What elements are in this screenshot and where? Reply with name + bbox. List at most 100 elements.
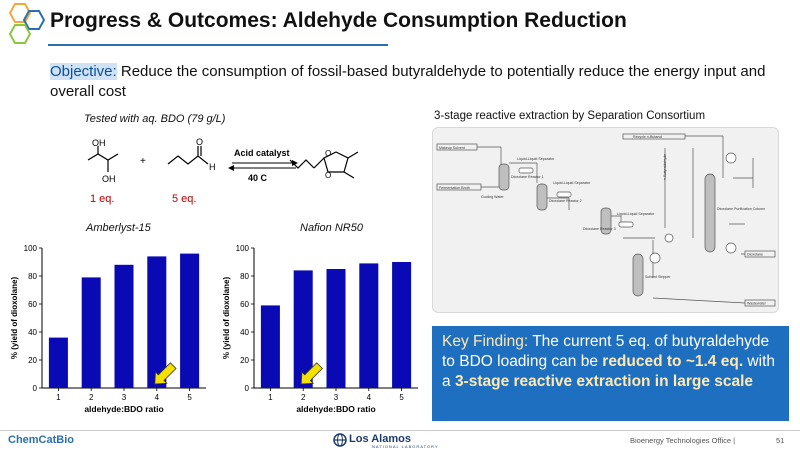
bar [293,270,313,388]
y-tick-label: 40 [28,328,37,337]
recycle-box [622,133,686,140]
reactor-1-vessel [498,163,510,191]
y-tick-label: 100 [24,244,38,253]
title-underline [48,44,388,46]
bdo-oh-top: OH [92,138,106,148]
x-tick-label: 5 [187,393,192,402]
bar [326,269,346,388]
process-flow-diagram: Makeup Solvent Fermentation Broth Recycl… [432,127,779,313]
y-tick-label: 60 [240,300,249,309]
label-llsep3: Liquid-Liquid Separator [617,212,655,216]
objective-label: Objective: [50,63,117,80]
product-o2: O [325,171,331,180]
key-finding-text-1: The current 5 eq. of butyraldehyde to BD… [442,333,770,370]
y-tick-label: 20 [240,356,249,365]
separator-3 [618,221,634,228]
bar [392,262,412,388]
x-axis-label: aldehyde:BDO ratio [84,404,163,414]
los-alamos-subtitle: NATIONAL LABORATORY [372,444,439,449]
bar [359,263,379,388]
bdo-equivalents: 1 eq. [90,193,114,205]
chart-amberlyst: 0 20 40 60 80 100 1 2 3 4 5 aldehyde:BDO ratio % (yi… [10,244,206,414]
separator-2 [556,191,572,198]
label-reactor3: Dioxolane Reactor 3 [583,227,616,231]
office-label: Bioenergy Technologies Office | [630,436,736,445]
reaction-scheme: OH OH + O H Acid catalyst 40 C O O 1 eq.… [87,137,359,205]
label-cooling: Cooling Water [481,195,504,199]
y-axis-label: % (yield of dioxolane) [10,277,19,360]
bar [147,256,167,388]
catalyst-label: Acid catalyst [234,148,290,158]
hexagon-green [8,24,32,44]
aldehyde-equivalents: 5 eq. [172,193,196,205]
purification-column [704,173,716,253]
x-tick-label: 4 [155,393,160,402]
hexagon-logo [8,3,46,44]
bar [48,337,68,388]
key-finding-highlight-1: reduced to ~1.4 eq. [602,353,744,370]
chemcatbio-logo: ChemCatBio [8,434,75,446]
y-tick-label: 60 [28,300,37,309]
label-wastewater: Wastewater [747,302,767,306]
bdo-structure [87,153,119,161]
key-finding-box: Key Finding: The current 5 eq. of butyra… [432,326,789,421]
x-tick-label: 5 [399,393,404,402]
temperature-label: 40 C [248,173,268,183]
x-tick-label: 3 [334,393,339,402]
key-finding-label: Key Finding: [442,333,529,350]
aldehyde-o: O [196,137,203,147]
aldehyde-structure [167,155,209,165]
label-stripper: Solvent Stripper [645,275,671,279]
stripper-condenser [649,252,661,264]
reactor-2-vessel [536,183,548,211]
page-title: Progress & Outcomes: Aldehyde Consumptio… [50,9,627,32]
condenser [725,152,737,164]
y-tick-label: 0 [245,384,250,393]
label-purification: Dioxolane Purification Column [717,207,765,211]
label-reactor1: Dioxolane Reactor 1 [511,175,544,179]
bar [81,277,101,388]
footer-bar [0,430,800,451]
bar [114,264,134,388]
tested-with-note: Tested with aq. BDO (79 g/L) [84,113,226,125]
x-tick-label: 3 [122,393,127,402]
chart1-title: Amberlyst-15 [86,222,151,234]
highlight-arrow-icon [300,362,323,385]
chart-nafion: 0 20 40 60 80 100 1 2 3 4 5 aldehyde:BDO ratio % (yi… [222,244,418,414]
plus-sign: + [140,156,146,167]
label-fermentation: Fermentation Broth [439,186,470,190]
separator-1 [518,167,534,174]
aldehyde-h: H [209,162,216,172]
objective-text: Objective: Reduce the consumption of fos… [50,62,790,102]
los-alamos-logo-icon [333,433,347,447]
label-reactor2: Dioxolane Reactor 2 [549,199,582,203]
hexagon-blue [22,10,46,30]
product-o1: O [325,149,331,158]
bar [260,305,280,388]
objective-body: Reduce the consumption of fossil-based b… [50,63,766,100]
chart2-title: Nafion NR50 [300,222,363,234]
y-tick-label: 80 [240,272,249,281]
x-tick-label: 1 [56,393,61,402]
x-tick-label: 1 [268,393,273,402]
label-llsep2: Liquid-Liquid Separator [553,181,591,185]
y-axis-label: % (yield of dioxolane) [222,277,231,360]
highlight-arrow-icon [154,362,177,385]
label-makeup: Makeup Solvent [439,146,465,150]
page-number: 51 [776,436,785,445]
bdo-oh-bottom: OH [102,174,116,184]
los-alamos-wordmark: Los Alamos [349,433,411,445]
y-tick-label: 40 [240,328,249,337]
x-axis-label: aldehyde:BDO ratio [296,404,375,414]
y-tick-label: 0 [33,384,38,393]
y-tick-label: 80 [28,272,37,281]
reactor-3-vessel [600,207,612,235]
dioxolane-ring [323,151,349,173]
label-aldehyde: n-Butyraldehyde [663,154,667,180]
diagram-title: 3-stage reactive extraction by Separatio… [434,110,706,122]
label-recycle: Recycle n-Butanol [633,135,662,139]
solvent-stripper [632,253,644,297]
key-finding-highlight-2: 3-stage reactive extraction in large sca… [454,373,754,390]
x-tick-label: 2 [89,393,94,402]
x-tick-label: 2 [301,393,306,402]
